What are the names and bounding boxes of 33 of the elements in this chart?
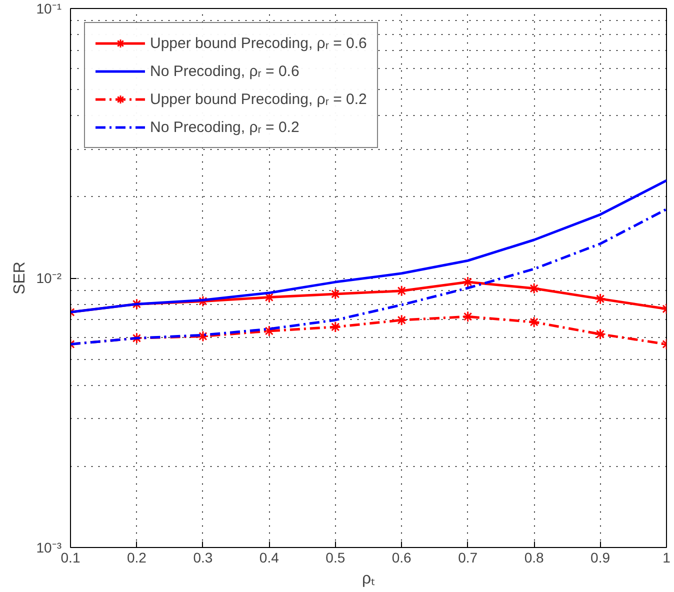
x-tick-label: 0.7 <box>458 550 478 566</box>
line-series <box>70 208 666 346</box>
point <box>130 332 142 344</box>
y-tick-label: 10⁻¹ <box>36 0 62 16</box>
x-tick-label: 0.3 <box>193 550 213 566</box>
x-tick-label: 0.9 <box>590 550 610 566</box>
point <box>462 276 474 288</box>
point <box>594 293 606 305</box>
legend-label: No Precoding, ρᵣ = 0.6 <box>150 62 300 80</box>
y-axis-title: SER <box>11 262 28 294</box>
point <box>396 314 408 326</box>
x-tick-label: 0.8 <box>524 550 544 566</box>
x-tick-label: 0.6 <box>392 550 412 566</box>
point <box>263 325 275 337</box>
point <box>197 330 209 342</box>
x-tick-label: 0.4 <box>259 550 280 566</box>
line-series <box>70 179 666 314</box>
x-tick-label: 0.5 <box>326 550 346 566</box>
point <box>528 316 540 328</box>
point <box>330 321 342 333</box>
y-tick-label: 10⁻³ <box>36 540 62 556</box>
point <box>528 282 540 294</box>
legend-label: Upper bound Precoding, ρᵣ = 0.2 <box>150 90 367 108</box>
x-tick-label: 0.1 <box>60 550 80 566</box>
legend-label: No Precoding, ρᵣ = 0.2 <box>150 118 300 136</box>
legend-label: Upper bound Precoding, ρᵣ = 0.6 <box>150 34 367 52</box>
point <box>130 298 142 310</box>
x-tick-label: 0.2 <box>126 550 147 566</box>
x-axis-title: ρₜ <box>362 570 376 588</box>
point <box>462 310 474 322</box>
point <box>594 328 606 340</box>
y-tick-label: 10⁻² <box>36 270 62 286</box>
x-tick-label: 1 <box>662 550 671 566</box>
